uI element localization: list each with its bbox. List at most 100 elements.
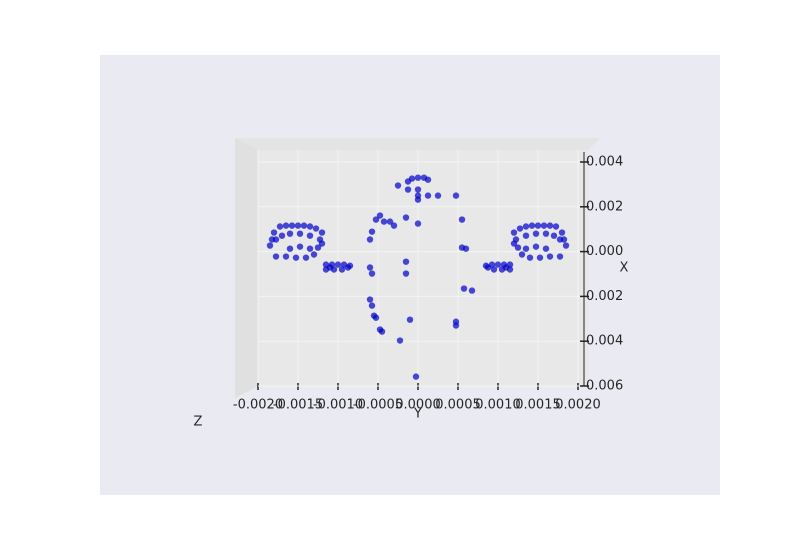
- point: [546, 253, 554, 260]
- point: [366, 236, 374, 243]
- point: [402, 270, 410, 277]
- point: [424, 192, 432, 199]
- y-tick-label: 0.006: [586, 379, 623, 394]
- point: [558, 229, 566, 236]
- point: [406, 316, 414, 323]
- point: [468, 287, 476, 294]
- y-tick-label: 0.004: [586, 334, 623, 349]
- point: [522, 223, 530, 230]
- z-axis-label: Z: [194, 415, 203, 430]
- point: [288, 222, 296, 229]
- point: [376, 212, 384, 219]
- point: [286, 230, 294, 237]
- point: [452, 322, 460, 329]
- point: [550, 232, 558, 239]
- y-tick-label: 0.002: [586, 289, 623, 304]
- point: [300, 222, 308, 229]
- point: [414, 186, 422, 193]
- point: [380, 218, 388, 225]
- point: [522, 245, 530, 252]
- point: [562, 242, 570, 249]
- x-tick-label: -0.0010: [313, 398, 363, 413]
- point: [378, 328, 386, 335]
- point: [296, 243, 304, 250]
- grid: [257, 150, 589, 390]
- point: [296, 230, 304, 237]
- point: [368, 302, 376, 309]
- x-axis-label: Y: [413, 407, 422, 422]
- point: [372, 314, 380, 321]
- point: [310, 251, 318, 258]
- point: [510, 229, 518, 236]
- point: [424, 176, 432, 183]
- point: [556, 236, 564, 243]
- x-tick-label: -0.0005: [353, 398, 403, 413]
- point: [526, 254, 534, 261]
- point: [404, 186, 412, 193]
- x-tick-label: -0.0020: [233, 398, 283, 413]
- point: [518, 251, 526, 258]
- point: [516, 225, 524, 232]
- point: [458, 216, 466, 223]
- x-tick-label: 0.0010: [475, 398, 521, 413]
- point: [294, 222, 302, 229]
- point: [540, 222, 548, 229]
- point: [314, 244, 322, 251]
- point: [292, 254, 300, 261]
- x-tick-label: 0.0020: [555, 398, 601, 413]
- point: [286, 245, 294, 252]
- point: [396, 337, 404, 344]
- point: [494, 261, 502, 268]
- point: [344, 264, 352, 271]
- point: [390, 222, 398, 229]
- point: [532, 230, 540, 237]
- point: [402, 214, 410, 221]
- point: [282, 253, 290, 260]
- y-tick-label: 0.000: [586, 244, 623, 259]
- point: [366, 264, 374, 271]
- point: [528, 222, 536, 229]
- point: [338, 266, 346, 273]
- point: [266, 242, 274, 249]
- point: [408, 175, 416, 182]
- x-tick-label: 0.0015: [515, 398, 561, 413]
- y-tick-label: 0.004: [586, 155, 623, 170]
- point: [366, 296, 374, 303]
- point: [402, 258, 410, 265]
- top-pane: [235, 138, 600, 150]
- point: [386, 218, 394, 225]
- points: [266, 174, 570, 380]
- point: [462, 245, 470, 252]
- point: [272, 253, 280, 260]
- back-pane: [258, 150, 588, 386]
- side-pane: [235, 138, 258, 398]
- point: [434, 192, 442, 199]
- point: [282, 222, 290, 229]
- point: [542, 245, 550, 252]
- point: [394, 182, 402, 189]
- x-tick-label: 0.0000: [395, 398, 441, 413]
- point: [414, 196, 422, 203]
- x-tick-label: -0.0015: [273, 398, 323, 413]
- point: [532, 243, 540, 250]
- point: [556, 253, 564, 260]
- point: [412, 373, 420, 380]
- point: [490, 266, 498, 273]
- point: [368, 228, 376, 235]
- point: [552, 223, 560, 230]
- point: [546, 222, 554, 229]
- point: [452, 192, 460, 199]
- point: [306, 223, 314, 230]
- point: [514, 244, 522, 251]
- y-axis-label: X: [620, 261, 629, 276]
- point: [414, 220, 422, 227]
- point: [272, 236, 280, 243]
- point: [502, 264, 510, 271]
- point: [312, 225, 320, 232]
- point: [326, 264, 334, 271]
- point: [534, 222, 542, 229]
- point: [372, 216, 380, 223]
- point: [484, 264, 492, 271]
- point: [510, 240, 518, 247]
